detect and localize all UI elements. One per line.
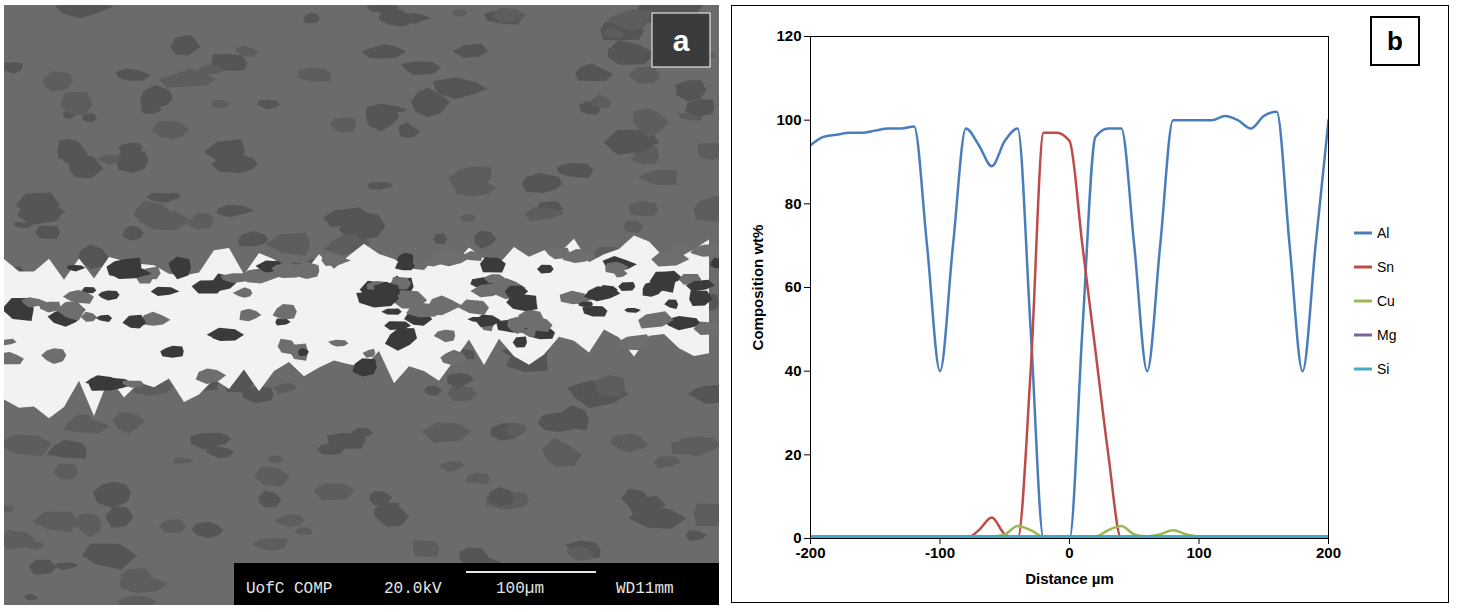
svg-text:100: 100: [776, 111, 801, 128]
html-text:Mg: Mg: [1377, 327, 1397, 343]
svg-text:20.0kV: 20.0kV: [384, 580, 442, 598]
svg-text:0: 0: [793, 529, 802, 547]
svg-text:0: 0: [1065, 544, 1073, 561]
svg-text:100µm: 100µm: [496, 580, 544, 598]
svg-text:UofC COMP: UofC COMP: [246, 580, 332, 598]
svg-text:80: 80: [785, 195, 802, 212]
svg-text:-200: -200: [795, 544, 825, 561]
svg-text:60: 60: [785, 278, 802, 295]
svg-text:40: 40: [785, 362, 802, 379]
html-text:Al: Al: [1377, 225, 1390, 241]
html-text:Sn: Sn: [1377, 259, 1395, 275]
svg-text:a: a: [673, 24, 690, 57]
svg-text:20: 20: [785, 446, 802, 463]
svg-text:120: 120: [776, 27, 801, 44]
svg-text:Distance µm: Distance µm: [1025, 570, 1114, 587]
html-text:b: b: [1387, 25, 1403, 56]
svg-text:-100: -100: [925, 544, 955, 561]
html-text:Si: Si: [1377, 361, 1390, 377]
svg-text:200: 200: [1316, 544, 1341, 561]
svg-text:Composition wt%: Composition wt%: [749, 225, 766, 351]
html-text:Cu: Cu: [1377, 293, 1395, 309]
svg-text:100: 100: [1186, 544, 1211, 561]
svg-text:WD11mm: WD11mm: [616, 580, 674, 598]
